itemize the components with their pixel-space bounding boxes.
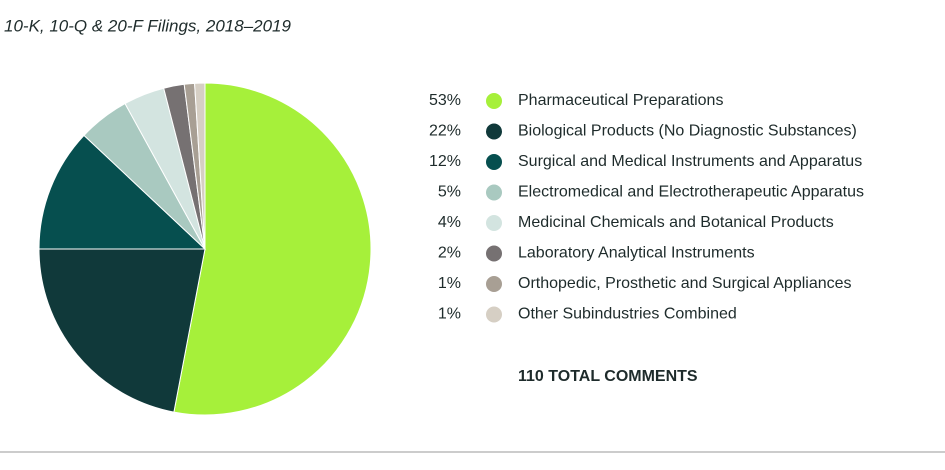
pie-slice: [38, 248, 206, 413]
legend-label: Laboratory Analytical Instruments: [518, 245, 755, 262]
legend-value: 53%: [429, 92, 461, 109]
legend-marker: [486, 93, 502, 109]
legend-label: Surgical and Medical Instruments and App…: [518, 153, 862, 170]
legend-label: Orthopedic, Prosthetic and Surgical Appl…: [518, 275, 852, 292]
pie-slice: [194, 82, 206, 250]
legend-marker: [486, 154, 502, 170]
total-annotation: 110 TOTAL COMMENTS: [518, 368, 698, 385]
legend-value: 12%: [429, 153, 461, 170]
legend-label: Pharmaceutical Preparations: [518, 92, 723, 109]
pie-slice: [38, 134, 207, 250]
legend-value: 22%: [429, 123, 461, 140]
legend-value: 2%: [438, 245, 461, 262]
chart-subtitle: 10-K, 10-Q & 20-F Filings, 2018–2019: [4, 16, 292, 35]
legend-marker: [486, 215, 502, 231]
legend-value: 1%: [438, 306, 461, 323]
legend-marker: [486, 245, 502, 262]
legend-label: Other Subindustries Combined: [518, 306, 737, 323]
legend-label: Medicinal Chemicals and Botanical Produc…: [518, 214, 834, 231]
pie-slice: [173, 82, 372, 416]
legend-marker: [486, 184, 502, 201]
legend-label: Electromedical and Electrotherapeutic Ap…: [518, 184, 864, 201]
legend-value: 1%: [438, 275, 461, 292]
legend-marker: [486, 123, 502, 140]
legend-value: 5%: [438, 184, 461, 201]
legend-marker: [486, 306, 502, 323]
legend-value: 4%: [438, 214, 461, 231]
legend-marker: [486, 276, 502, 292]
legend-label: Biological Products (No Diagnostic Subst…: [518, 123, 857, 140]
